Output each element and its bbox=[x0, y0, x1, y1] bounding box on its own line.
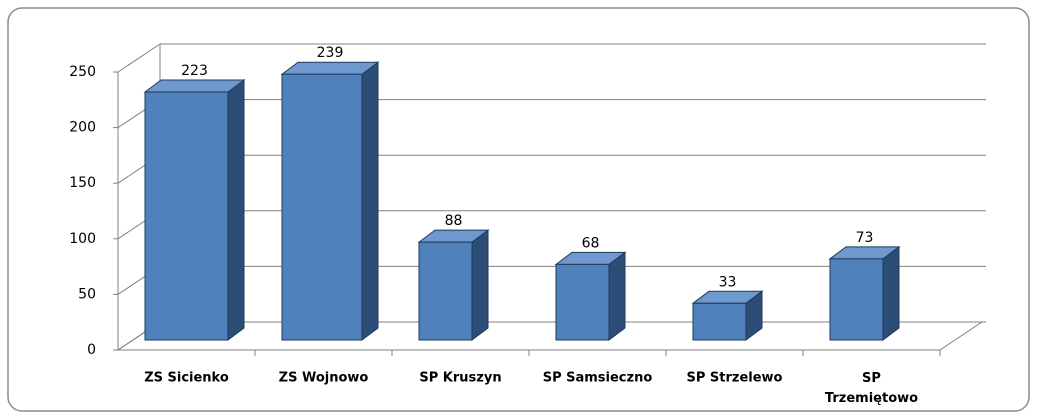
bar-side bbox=[471, 229, 489, 341]
y-tick-label: 200 bbox=[69, 120, 96, 136]
bar-side bbox=[227, 79, 245, 341]
y-tick-label: 50 bbox=[78, 286, 96, 302]
y-tick-label: 0 bbox=[87, 342, 96, 358]
bar bbox=[144, 91, 229, 341]
value-label: 73 bbox=[856, 230, 874, 246]
y-tick-label: 250 bbox=[69, 64, 96, 80]
bar-top bbox=[280, 61, 380, 75]
value-label: 68 bbox=[582, 235, 600, 251]
x-tick-label: ZS Wojnowo bbox=[279, 371, 369, 386]
bar-top bbox=[143, 79, 246, 93]
value-label: 239 bbox=[317, 45, 344, 61]
x-tick-label: SP Trzemiętowo bbox=[825, 371, 918, 406]
bar-side bbox=[608, 251, 626, 341]
chart-frame bbox=[7, 7, 1030, 412]
bar bbox=[555, 263, 610, 341]
x-tick-label: SP Strzelewo bbox=[686, 371, 782, 386]
bar bbox=[829, 258, 884, 341]
value-label: 223 bbox=[181, 63, 208, 79]
x-tick-label: ZS Sicienko bbox=[144, 371, 229, 386]
y-tick-label: 150 bbox=[69, 175, 96, 191]
value-label: 33 bbox=[719, 274, 737, 290]
bar-side bbox=[882, 245, 900, 341]
bar bbox=[692, 302, 747, 341]
bar bbox=[418, 241, 473, 341]
x-tick-label: SP Kruszyn bbox=[419, 371, 501, 386]
grid-diagonal bbox=[117, 43, 161, 73]
bar bbox=[281, 73, 363, 341]
value-label: 88 bbox=[445, 213, 463, 229]
bar-side bbox=[361, 61, 379, 341]
y-tick-label: 100 bbox=[69, 231, 96, 247]
x-tick-label: SP Samsieczno bbox=[543, 371, 653, 386]
